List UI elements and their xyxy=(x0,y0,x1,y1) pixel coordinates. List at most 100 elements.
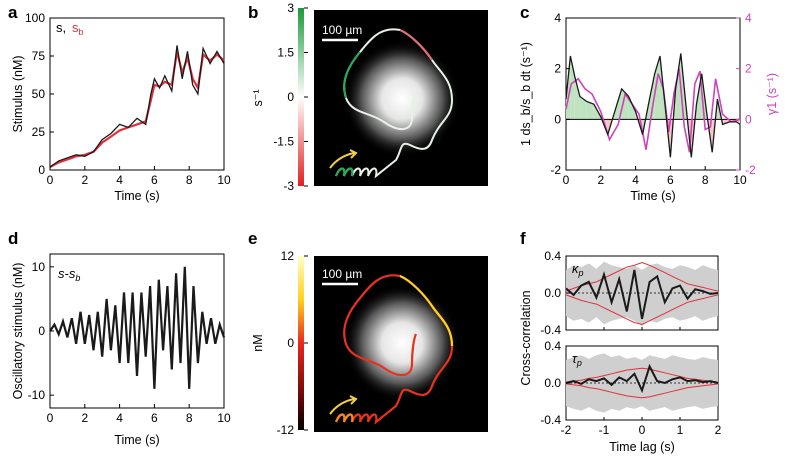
panel-b-letter: b xyxy=(248,3,258,22)
panel-e-attractant-glow xyxy=(344,285,460,401)
panel-a-series-s_b xyxy=(49,51,225,168)
panel-d-xlabel: Time (s) xyxy=(114,433,159,447)
panel-d-xtick-label: 10 xyxy=(217,411,231,425)
panel-f-bottom-label: τp xyxy=(572,351,582,368)
panel-f-top-label: κp xyxy=(572,261,584,278)
panel-a-xtick-label: 4 xyxy=(116,173,123,187)
panel-b-attractant-glow xyxy=(344,41,460,157)
panel-f-ylabel: Cross-correlation xyxy=(519,290,533,385)
panel-d-ytick-label: 0 xyxy=(38,324,45,338)
panel-f-xtick-label: 0 xyxy=(639,423,646,437)
panel-a-ytick-label: 0 xyxy=(38,163,45,177)
panel-a-ylabel: Stimulus (nM) xyxy=(11,55,25,132)
panel-f-sub1-envelope-upper xyxy=(565,261,719,292)
panel-a-xtick-label: 2 xyxy=(81,173,88,187)
panel-f-letter: f xyxy=(520,229,526,248)
panel-c-xtick-label: 10 xyxy=(733,173,747,187)
panel-e-trajectory xyxy=(334,274,454,425)
panel-c-ytick-right-label: 4 xyxy=(745,11,752,25)
panel-d-xtick-label: 4 xyxy=(116,411,123,425)
panel-d-ylabel: Oscillatory stimulus (nM) xyxy=(11,263,25,400)
panel-f-sub2-ytick-label: -0.4 xyxy=(540,413,561,427)
panel-b-trajectory xyxy=(335,28,454,179)
panel-a-xtick-label: 8 xyxy=(186,173,193,187)
panel-e-colorbar-tick-label: 12 xyxy=(281,249,295,263)
panel-b-colorbar-unit: s⁻¹ xyxy=(251,89,265,106)
panel-c-xtick-label: 0 xyxy=(563,173,570,187)
panel-d-ytick-label: 10 xyxy=(32,260,46,274)
panel-b-trajectory-green-segment xyxy=(335,167,354,177)
panel-f-sub1-ytick-label: 0.4 xyxy=(544,249,561,263)
panel-d-xtick-label: 0 xyxy=(47,411,54,425)
panel-b-colorbar-tick-label: -3 xyxy=(283,179,294,193)
panel-f-sub1-series xyxy=(565,269,719,320)
panel-e-trajectory-yellow-segment xyxy=(399,274,454,347)
panel-c-xlabel: Time (s) xyxy=(630,189,675,203)
panel-a-xtick-label: 6 xyxy=(151,173,158,187)
panel-c-area-segment xyxy=(579,96,587,120)
panel-e-colorbar-tick-label: 0 xyxy=(287,336,294,350)
panel-a-xlabel: Time (s) xyxy=(114,189,159,203)
panel-e-colorbar-unit: nM xyxy=(251,334,265,351)
panel-a-ytick-label: 50 xyxy=(32,87,46,101)
panel-e-colorbar-tick-label: -12 xyxy=(277,423,295,437)
panel-c-letter: c xyxy=(520,3,529,22)
panel-a-ytick-label: 25 xyxy=(32,125,46,139)
panel-f-xtick-label: -1 xyxy=(599,423,610,437)
panel-c-ylabel-right: γ1 (s⁻¹) xyxy=(765,73,779,115)
panel-f-sub2-envelope-upper xyxy=(565,367,719,383)
panel-c-ytick-left-label: 4 xyxy=(554,11,561,25)
panel-b-trajectory-green-segment-2 xyxy=(343,51,361,99)
panel-d-legend: s-sb xyxy=(58,266,80,283)
panel-c-ytick-left-label: 2 xyxy=(554,62,561,76)
panel-b-colorbar-tick-label: 3 xyxy=(287,1,294,15)
panel-a-legend-s: s, xyxy=(56,20,66,35)
panel-f-sub2-series xyxy=(565,363,719,394)
panel-d-ytick-label: -10 xyxy=(28,388,46,402)
panel-f-xtick-label: 1 xyxy=(677,423,684,437)
panel-c-xtick-label: 4 xyxy=(632,173,639,187)
panel-b-colorbar xyxy=(298,8,304,186)
panel-e-colorbar xyxy=(298,256,304,430)
panel-a-ytick-label: 100 xyxy=(25,11,45,25)
panel-a-xtick-label: 10 xyxy=(217,173,231,187)
panel-c-xtick-label: 8 xyxy=(702,173,709,187)
panel-e-letter: e xyxy=(248,229,257,248)
panel-a-ytick-label: 75 xyxy=(32,49,46,63)
panel-b-image: 3 1.5 0 -1.5 -3 s⁻¹ 100 µm xyxy=(251,1,488,193)
panel-a-xtick-label: 0 xyxy=(47,173,54,187)
panel-b-colorbar-tick-label: -1.5 xyxy=(273,135,294,149)
panel-f-xtick-label: 2 xyxy=(715,423,722,437)
panel-b-colorbar-tick-label: 1.5 xyxy=(277,46,294,60)
panel-c-area-segment xyxy=(574,76,580,120)
panel-c-ytick-left-label: -2 xyxy=(550,163,561,177)
panel-d-xtick-label: 8 xyxy=(186,411,193,425)
panel-f-xtick-label: -2 xyxy=(561,423,572,437)
panel-c-ytick-right-label: -2 xyxy=(745,163,756,177)
panel-d-letter: d xyxy=(8,229,18,248)
panel-f-sub1-ytick-label: 0.0 xyxy=(544,286,561,300)
panel-f-sub2-ytick-label: 0.4 xyxy=(544,339,561,353)
panel-c-area-segment xyxy=(654,56,660,120)
panel-b-scale-label: 100 µm xyxy=(322,23,362,37)
panel-c-area-segment xyxy=(696,73,702,120)
panel-f-sub1-ytick-label: -0.4 xyxy=(540,323,561,337)
panel-a-letter: a xyxy=(8,3,18,22)
panel-b-trajectory-red-segment xyxy=(399,29,433,61)
panel-c-ylabel-left: 1 ds_b/s_b dt (s⁻¹) xyxy=(519,42,533,146)
panel-e-direction-arrow xyxy=(329,395,358,415)
panel-e-trajectory-orange-segment xyxy=(334,413,354,423)
panel-f-sub1-envelope-lower xyxy=(565,294,719,325)
panel-f-sub2-ytick-label: 0.0 xyxy=(544,376,561,390)
panel-c-series-dsb xyxy=(565,53,741,158)
panel-c-ytick-left-label: 0 xyxy=(554,112,561,126)
panel-c-area-segment xyxy=(649,73,655,120)
panel-f-xlabel: Time lag (s) xyxy=(609,440,675,454)
panel-b-direction-arrow xyxy=(329,149,358,169)
panel-c-xtick-label: 6 xyxy=(667,173,674,187)
panel-a-legend-sb: sb xyxy=(72,20,84,37)
panel-d-xtick-label: 2 xyxy=(81,411,88,425)
